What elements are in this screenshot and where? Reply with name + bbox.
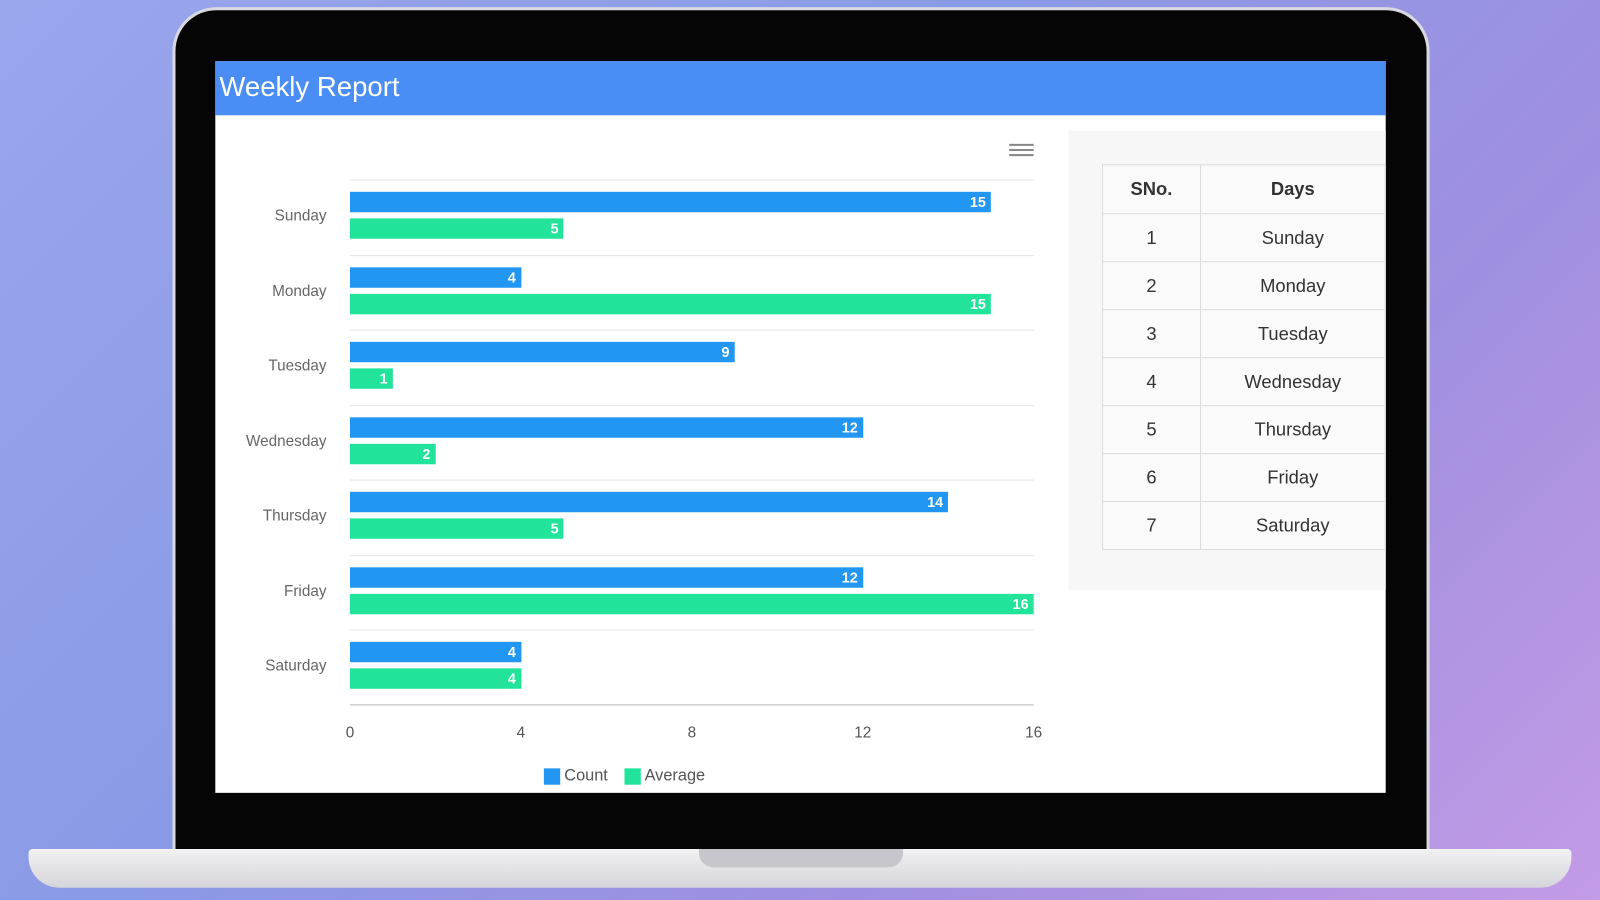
sno-cell: 6 <box>1102 453 1201 503</box>
day-cell: Sunday <box>1199 213 1386 263</box>
header-bar: Weekly Report <box>215 61 1386 116</box>
data-label: 12 <box>841 568 858 586</box>
screen: Weekly Report Sunday 15 5 Monday 4 15 Tuesday 9… <box>215 61 1386 793</box>
gridline <box>349 179 1034 181</box>
data-label: 5 <box>550 220 559 237</box>
data-label: 2 <box>422 445 431 462</box>
legend-count-label: Count <box>564 767 608 785</box>
x-tick-label: 4 <box>516 724 526 742</box>
page-title: Weekly Report <box>219 71 400 103</box>
category-label: Wednesday <box>245 432 327 450</box>
gridline <box>349 404 1034 406</box>
day-cell: Wednesday <box>1199 357 1386 407</box>
sno-cell: 2 <box>1102 261 1201 311</box>
legend-average-swatch <box>624 768 641 785</box>
category-label: Tuesday <box>268 357 327 375</box>
day-cell: Tuesday <box>1199 309 1386 359</box>
count-bar[interactable]: 9 <box>349 341 735 363</box>
sno-cell: 3 <box>1102 309 1201 359</box>
gridline <box>349 629 1034 631</box>
table-row: 7 Saturday <box>1102 501 1386 550</box>
table-header-row: SNo. Days <box>1102 164 1386 215</box>
gridline <box>349 254 1034 256</box>
data-label: 15 <box>969 295 986 312</box>
x-tick-label: 8 <box>687 724 697 742</box>
data-label: 4 <box>507 268 516 286</box>
legend-average-label: Average <box>644 767 706 785</box>
table-row: 5 Thursday <box>1102 405 1386 455</box>
laptop-notch <box>698 848 904 868</box>
legend-average[interactable]: Average <box>624 767 705 785</box>
count-bar[interactable]: 4 <box>349 266 521 288</box>
column-header-sno: SNo. <box>1102 164 1201 215</box>
average-bar[interactable]: 1 <box>349 368 393 389</box>
x-tick-label: 12 <box>854 724 872 742</box>
average-bar[interactable]: 5 <box>349 518 564 539</box>
table-row: 2 Monday <box>1102 261 1386 311</box>
average-bar[interactable]: 15 <box>349 293 991 314</box>
average-bar[interactable]: 2 <box>349 443 436 464</box>
gridline <box>349 479 1034 481</box>
average-bar[interactable]: 4 <box>349 668 521 689</box>
x-axis <box>349 704 1034 706</box>
x-tick-label: 16 <box>1025 724 1043 742</box>
average-bar[interactable]: 5 <box>349 218 564 239</box>
data-label: 15 <box>969 193 986 211</box>
days-table: SNo. Days 1 Sunday 2 Monday 3 Tuesday 4 Wednesd… <box>1102 164 1386 550</box>
table-row: 4 Wednesday <box>1102 357 1386 407</box>
gridline <box>349 329 1034 331</box>
count-bar[interactable]: 4 <box>349 641 521 663</box>
data-label: 4 <box>507 643 516 661</box>
day-cell: Monday <box>1199 261 1386 311</box>
data-label: 4 <box>507 670 516 687</box>
column-header-days: Days <box>1199 164 1386 215</box>
data-label: 16 <box>1012 595 1029 612</box>
legend-count-swatch <box>543 768 561 785</box>
data-label: 12 <box>841 418 858 436</box>
category-label: Thursday <box>262 507 327 525</box>
day-cell: Saturday <box>1199 501 1386 550</box>
day-cell: Thursday <box>1199 405 1386 455</box>
category-label: Saturday <box>265 657 327 675</box>
count-bar[interactable]: 12 <box>349 416 863 438</box>
x-tick-label: 0 <box>345 724 355 742</box>
table-row: 3 Tuesday <box>1102 309 1386 359</box>
count-bar[interactable]: 12 <box>349 566 863 588</box>
category-label: Sunday <box>274 207 327 225</box>
sno-cell: 5 <box>1102 405 1201 455</box>
average-bar[interactable]: 16 <box>349 593 1034 614</box>
sno-cell: 4 <box>1102 357 1201 407</box>
data-label: 1 <box>379 370 388 387</box>
day-cell: Friday <box>1199 453 1386 503</box>
table-row: 6 Friday <box>1102 453 1386 503</box>
sno-cell: 7 <box>1102 501 1201 550</box>
data-label: 5 <box>550 520 559 537</box>
data-label: 14 <box>927 493 944 511</box>
chart-menu-icon[interactable] <box>1009 141 1034 161</box>
gridline <box>349 704 1034 706</box>
legend-count[interactable]: Count <box>543 767 608 785</box>
count-bar[interactable]: 15 <box>349 191 991 213</box>
count-bar[interactable]: 14 <box>349 491 949 513</box>
chart-legend: Count Average <box>543 767 705 785</box>
category-label: Friday <box>283 582 327 600</box>
sno-cell: 1 <box>1102 213 1201 263</box>
gridline <box>349 554 1034 556</box>
data-label: 9 <box>721 343 730 361</box>
table-row: 1 Sunday <box>1102 213 1386 263</box>
category-label: Monday <box>272 282 327 300</box>
